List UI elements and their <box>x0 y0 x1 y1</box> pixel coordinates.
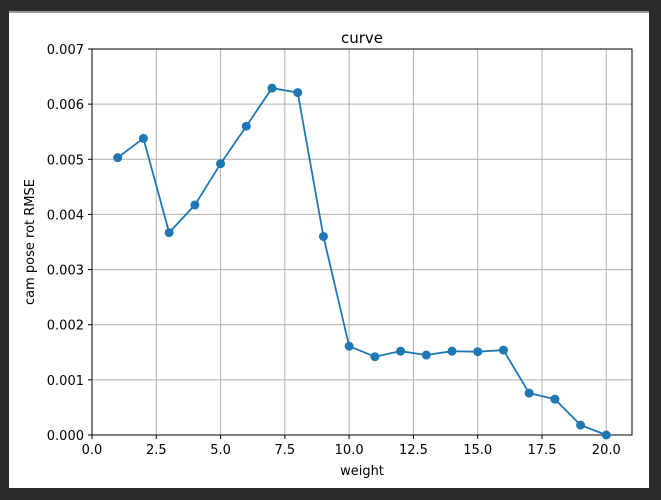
data-point-marker <box>138 133 148 143</box>
y-tick-label: 0.003 <box>47 264 84 279</box>
data-point-marker <box>267 83 277 93</box>
x-tick-label: 17.5 <box>528 443 557 458</box>
chart-title: curve <box>341 29 383 47</box>
data-point-marker <box>241 121 251 131</box>
y-tick-label: 0.000 <box>47 429 84 444</box>
x-tick-label: 12.5 <box>399 443 428 458</box>
data-point-marker <box>396 346 406 356</box>
y-tick-label: 0.005 <box>47 153 84 168</box>
series <box>113 83 611 440</box>
y-tick-label: 0.006 <box>47 98 84 113</box>
x-tick-label: 0.0 <box>82 443 103 458</box>
plot-area-frame <box>91 48 633 436</box>
x-tick-label: 20.0 <box>592 443 621 458</box>
axis-ticks: 0.0 2.5 5.0 7.5 10.0 12.5 15.0 17.5 20.0 0.000 0.0… <box>47 43 621 458</box>
series-line <box>117 87 607 436</box>
line-chart: 0.0 2.5 5.0 7.5 10.0 12.5 15.0 17.5 20.0 0.000 0.0… <box>23 29 633 479</box>
data-point-marker <box>473 347 483 357</box>
grid <box>91 48 632 436</box>
data-point-marker <box>421 350 431 360</box>
y-tick-label: 0.002 <box>47 319 84 334</box>
data-point-marker <box>344 341 354 351</box>
figure-border <box>9 11 649 13</box>
figure-canvas: 0.0 2.5 5.0 7.5 10.0 12.5 15.0 17.5 20.0 0.000 0.0… <box>9 13 649 488</box>
data-point-marker <box>601 430 611 440</box>
x-tick-label: 10.0 <box>335 443 364 458</box>
data-point-marker <box>293 88 303 98</box>
x-tick-label: 2.5 <box>146 443 167 458</box>
y-tick-label: 0.004 <box>47 208 84 223</box>
data-point-marker <box>576 420 586 430</box>
data-point-marker <box>190 200 200 210</box>
data-point-marker <box>524 388 534 398</box>
x-tick-label: 15.0 <box>463 443 492 458</box>
data-point-marker <box>550 394 560 404</box>
y-tick-label: 0.001 <box>47 374 84 389</box>
x-tick-label: 5.0 <box>210 443 231 458</box>
data-point-marker <box>113 153 123 163</box>
data-point-marker <box>216 159 226 169</box>
data-point-marker <box>318 231 328 241</box>
data-point-marker <box>498 345 508 355</box>
data-point-marker <box>370 352 380 362</box>
data-point-marker <box>447 346 457 356</box>
x-axis-label: weight <box>340 464 384 479</box>
data-point-marker <box>164 228 174 238</box>
x-tick-label: 7.5 <box>275 443 296 458</box>
y-tick-label: 0.007 <box>47 43 84 58</box>
y-axis-label: cam pose rot RMSE <box>23 179 38 305</box>
